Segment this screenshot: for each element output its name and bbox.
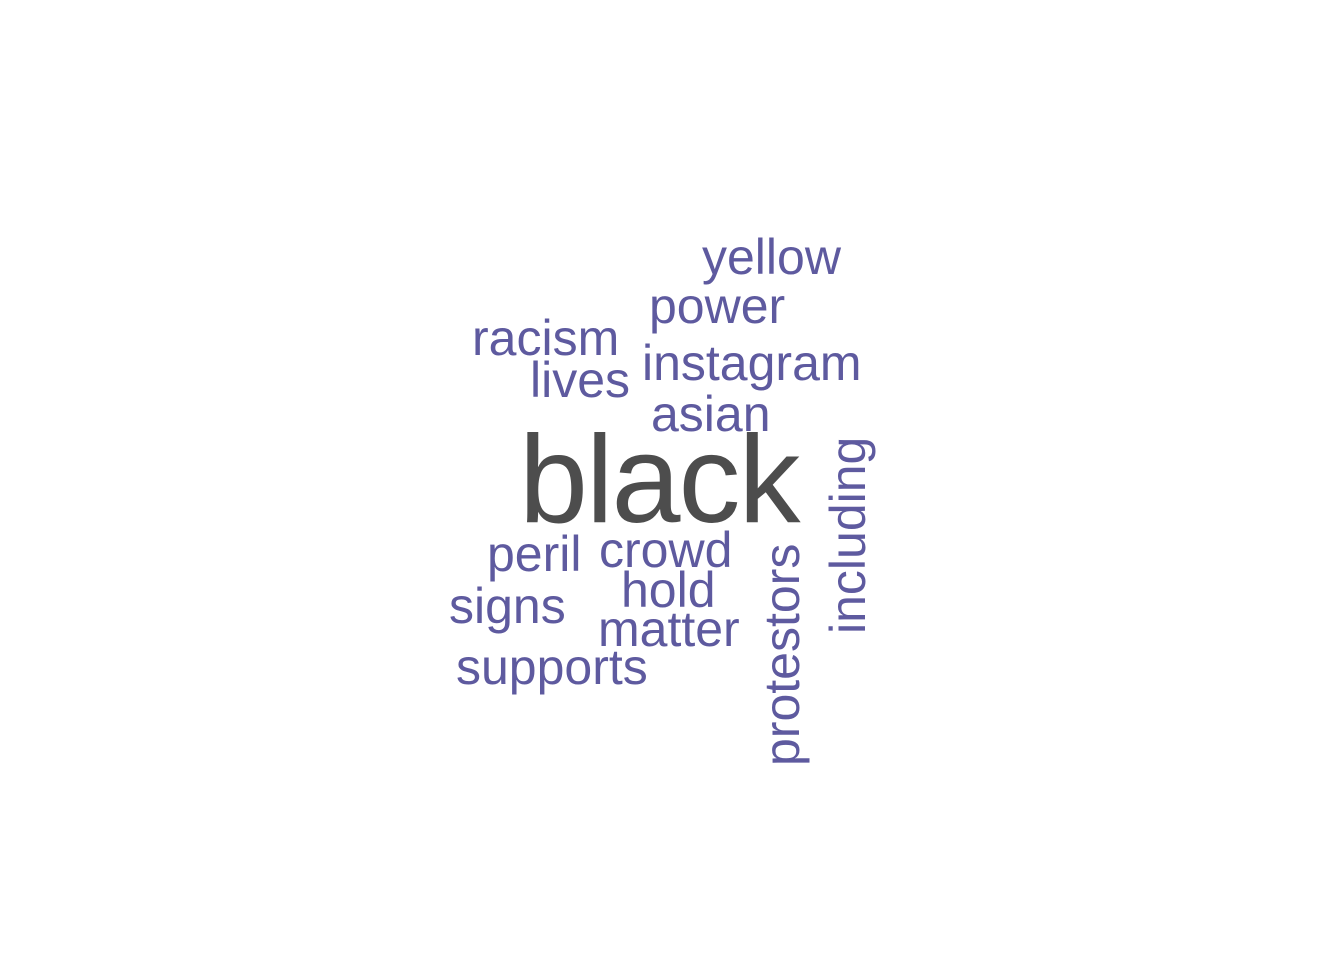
word-signs: signs (449, 578, 566, 634)
word-yellow: yellow (702, 229, 841, 285)
word-supports: supports (456, 639, 648, 695)
word-asian: asian (651, 386, 771, 442)
word-peril: peril (487, 526, 582, 582)
word-lives: lives (530, 352, 631, 408)
word-matter: matter (598, 601, 740, 657)
word-racism: racism (472, 310, 620, 366)
word-power: power (649, 278, 786, 334)
word-hold: hold (621, 562, 716, 618)
word-protestors: protestors (754, 543, 810, 766)
word-including: including (820, 436, 876, 634)
word-black: black (519, 411, 800, 549)
word-instagram: instagram (642, 335, 862, 391)
word-crowd: crowd (599, 522, 733, 578)
